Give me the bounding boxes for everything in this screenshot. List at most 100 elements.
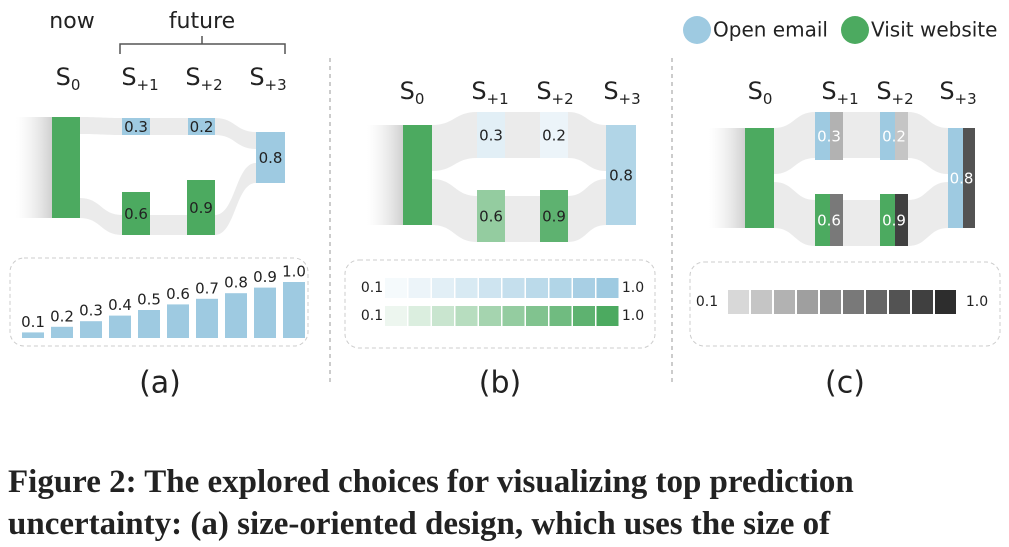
state-label: S+2 xyxy=(536,77,573,108)
flow xyxy=(908,182,948,246)
scale-label: 0.6 xyxy=(166,285,190,303)
uncertainty xyxy=(895,112,908,160)
state-label: S+1 xyxy=(471,77,508,108)
flow xyxy=(843,112,880,158)
node-value: 0.6 xyxy=(124,205,148,223)
scale-min: 0.1 xyxy=(696,294,718,310)
uncertainty xyxy=(963,128,975,228)
state-label: S+2 xyxy=(876,77,913,108)
scale-max: 1.0 xyxy=(622,280,644,296)
legend-swatch xyxy=(841,16,869,44)
state-subscript: 0 xyxy=(71,76,81,94)
scale-cell xyxy=(549,278,572,298)
scale-label: 0.5 xyxy=(137,291,161,309)
state-letter: S xyxy=(56,63,71,91)
state-letter: S xyxy=(249,63,264,91)
incoming-flow xyxy=(16,117,52,218)
flow xyxy=(432,112,477,171)
state-label: S0 xyxy=(400,77,425,108)
scale-box xyxy=(689,261,1001,347)
scale-max: 1.0 xyxy=(622,308,644,324)
state-label: S+1 xyxy=(121,63,158,94)
scale-label: 0.1 xyxy=(21,313,45,331)
state-subscript: +3 xyxy=(265,76,287,94)
state-label: S+1 xyxy=(821,77,858,108)
scale-cell xyxy=(596,278,619,298)
state-subscript: +1 xyxy=(487,90,509,108)
scale-cell xyxy=(479,278,501,298)
node-value: 0.8 xyxy=(259,149,283,167)
scale-min: 0.1 xyxy=(361,280,383,296)
node xyxy=(122,192,150,235)
flow xyxy=(568,112,606,171)
state-label: S+3 xyxy=(939,77,976,108)
scale-cell xyxy=(549,306,572,326)
panel-label: (a) xyxy=(139,366,181,401)
node-value: 0.3 xyxy=(817,128,841,146)
state-label: S0 xyxy=(748,77,773,108)
node-value: 0.6 xyxy=(817,212,841,230)
flow xyxy=(505,112,540,158)
incoming-flow xyxy=(367,125,403,225)
flow xyxy=(215,118,256,149)
scale-label: 1.0 xyxy=(282,263,306,281)
node-value: 0.2 xyxy=(542,127,566,145)
current-state xyxy=(403,125,432,225)
panel-label: (b) xyxy=(479,366,521,401)
node xyxy=(256,132,285,183)
flow xyxy=(80,117,122,135)
state-subscript: +2 xyxy=(892,90,914,108)
scale-cell xyxy=(408,306,431,326)
scale-cell xyxy=(797,290,818,314)
flow xyxy=(774,182,815,246)
node-value: 0.8 xyxy=(609,167,633,185)
uncertainty xyxy=(895,194,908,246)
current-state xyxy=(52,117,80,218)
state-label: S0 xyxy=(56,63,81,94)
scale-cell xyxy=(526,278,548,298)
state-letter: S xyxy=(876,77,891,105)
state-subscript: +2 xyxy=(552,90,574,108)
scale-box xyxy=(344,259,656,349)
flow xyxy=(80,198,122,235)
scale-cell xyxy=(751,290,772,314)
state-letter: S xyxy=(121,63,136,91)
node-value: 0.9 xyxy=(542,208,566,226)
node-value: 0.2 xyxy=(882,128,906,146)
state-letter: S xyxy=(939,77,954,105)
scale-bar xyxy=(254,287,276,338)
scale-cell xyxy=(728,290,749,314)
node xyxy=(540,112,568,158)
node xyxy=(540,190,568,242)
scale-label: 0.3 xyxy=(79,302,103,320)
node xyxy=(880,194,895,246)
state-subscript: +3 xyxy=(619,90,641,108)
legend-swatch xyxy=(683,16,711,44)
scale-cell xyxy=(912,290,933,314)
scale-label: 0.7 xyxy=(195,279,219,297)
node xyxy=(188,118,215,135)
state-letter: S xyxy=(748,77,763,105)
node xyxy=(477,190,505,242)
flow xyxy=(505,196,540,242)
scale-cell xyxy=(432,278,454,298)
uncertainty xyxy=(830,112,843,160)
flow xyxy=(568,179,606,242)
scale-cell xyxy=(596,306,619,326)
flow xyxy=(908,112,948,174)
node xyxy=(948,128,963,228)
scale-bar xyxy=(51,326,73,338)
caption-line: Figure 2: The explored choices for visua… xyxy=(8,464,854,500)
scale-label: 0.8 xyxy=(224,274,248,292)
scale-cell xyxy=(385,306,407,326)
scale-bar xyxy=(80,321,102,338)
state-subscript: +1 xyxy=(837,90,859,108)
flow xyxy=(843,200,880,246)
future-label: future xyxy=(169,9,235,34)
node-value: 0.3 xyxy=(479,127,503,145)
scale-cell xyxy=(573,278,595,298)
flow xyxy=(774,112,815,174)
node xyxy=(606,125,636,225)
